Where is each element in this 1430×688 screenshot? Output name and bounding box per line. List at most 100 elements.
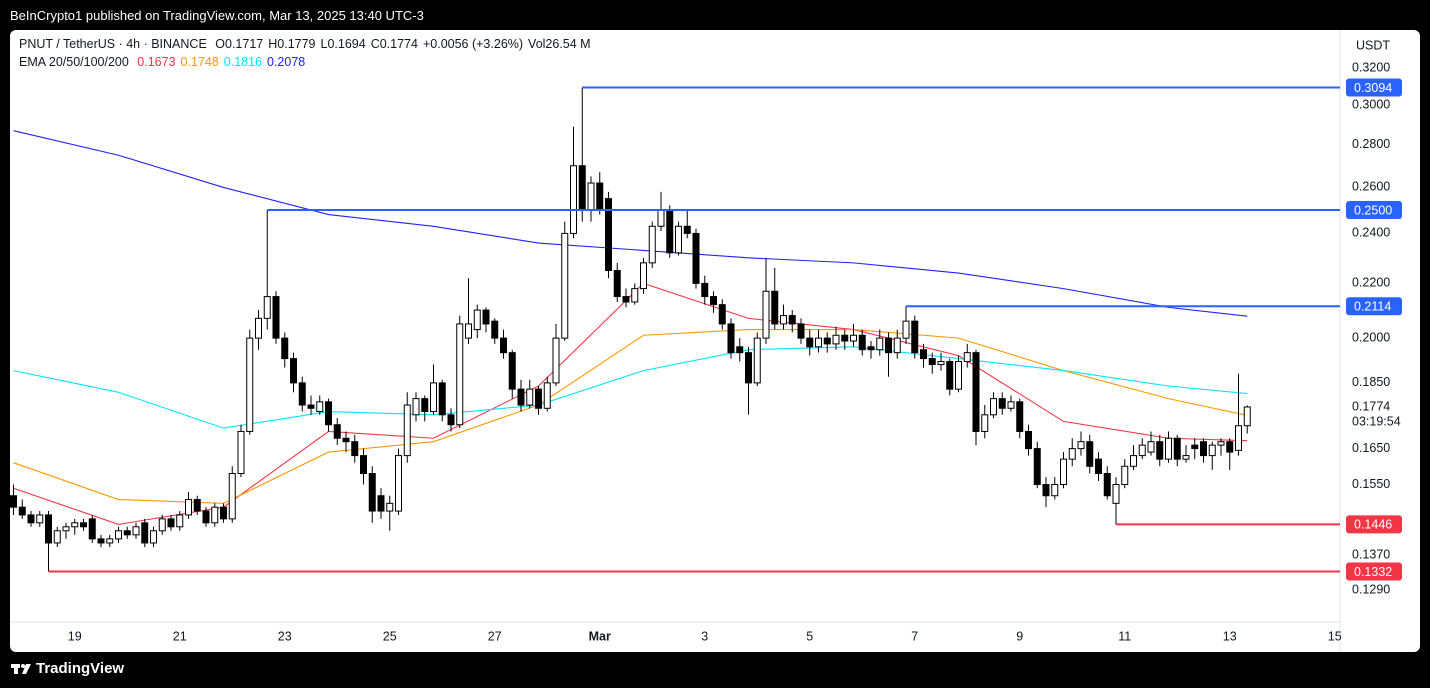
candle-body — [587, 182, 595, 211]
level-label: 0.2500 — [1354, 203, 1392, 217]
candle-body — [1042, 484, 1050, 497]
candle-body — [71, 522, 79, 528]
candle-body — [158, 518, 166, 532]
candle-body — [1086, 441, 1094, 467]
candle-body — [570, 165, 577, 234]
candle-body — [762, 290, 770, 339]
candle-body — [430, 382, 437, 413]
candle-body — [508, 352, 516, 390]
ema-legend: EMA 20/50/100/200 0.1673 0.1748 0.1816 0.20… — [19, 55, 310, 69]
candle-body — [473, 309, 481, 331]
candle-body — [990, 398, 997, 416]
candle-body — [710, 296, 717, 306]
ema-value: 0.2078 — [267, 55, 306, 69]
x-tick-label: 13 — [1223, 629, 1237, 643]
y-tick-label: 0.2600 — [1352, 180, 1390, 194]
candle-body — [167, 518, 175, 528]
candle-body — [150, 530, 157, 544]
candle-body — [858, 334, 866, 351]
x-tick-label: 5 — [806, 629, 813, 643]
candle-body — [718, 304, 726, 325]
candle-body — [1068, 448, 1076, 460]
candle-body — [753, 337, 761, 384]
candle-body — [421, 398, 429, 413]
x-tick-label: 9 — [1016, 629, 1023, 643]
candle-body — [937, 361, 945, 366]
candle-body — [298, 382, 306, 406]
candle-body — [333, 424, 341, 439]
candle-body — [981, 414, 989, 432]
candle-body — [666, 209, 674, 254]
candle-body — [963, 352, 971, 363]
candle-body — [185, 499, 192, 516]
candle-body — [447, 414, 455, 426]
candle-body — [631, 288, 639, 303]
candle-body — [998, 398, 1006, 409]
candle-body — [1208, 444, 1216, 457]
candle-body — [53, 530, 61, 544]
x-tick-label: 21 — [173, 629, 187, 643]
candle-body — [10, 495, 17, 508]
candle-body — [465, 323, 472, 339]
candle-body — [1147, 441, 1155, 453]
candle-body — [955, 361, 962, 390]
candle-body — [832, 334, 840, 345]
candle-body — [1077, 441, 1085, 450]
countdown: 03:19:54 — [1352, 414, 1401, 428]
candle-body — [438, 382, 446, 416]
level-label: 0.3094 — [1354, 81, 1392, 95]
candle-body — [395, 455, 402, 512]
candle-body — [928, 358, 936, 366]
level-tag — [1346, 78, 1402, 97]
candle-body — [552, 337, 560, 384]
ema-value: 0.1816 — [223, 55, 262, 69]
candle-body — [1095, 458, 1102, 474]
candle-body — [1217, 441, 1225, 446]
x-tick-label: 3 — [701, 629, 708, 643]
ema-line — [13, 346, 1248, 429]
candle-body — [605, 198, 612, 271]
candle-body — [115, 530, 122, 540]
candle-body — [648, 225, 656, 264]
level-label: 0.2114 — [1354, 300, 1391, 314]
candle-body — [1016, 401, 1024, 432]
level-tag — [1346, 297, 1402, 316]
x-tick-label: 27 — [488, 629, 502, 643]
candle-body — [1182, 455, 1190, 460]
candle-body — [1130, 455, 1137, 467]
candle-body — [202, 510, 210, 524]
x-tick-label: Mar — [589, 629, 611, 643]
candle-body — [106, 538, 114, 544]
candle-body — [1033, 448, 1041, 486]
candle-body — [876, 337, 884, 351]
candle-body — [640, 262, 647, 290]
footer-brand: TradingView — [36, 660, 125, 677]
candle-body — [727, 323, 735, 354]
x-tick-label: 7 — [911, 629, 918, 643]
candle-body — [683, 225, 691, 234]
candle-body — [526, 388, 534, 406]
candle-body — [351, 441, 359, 457]
candle-body — [920, 349, 927, 360]
candle-body — [1007, 401, 1015, 409]
candle-body — [535, 388, 542, 409]
x-tick-label: 11 — [1118, 629, 1131, 643]
candle-body — [255, 317, 262, 339]
candle-body — [325, 401, 332, 426]
candle-body — [815, 337, 822, 348]
candle-body — [1060, 458, 1067, 486]
candle-body — [62, 526, 70, 532]
level-label: 0.1446 — [1354, 518, 1392, 532]
candle-body — [1121, 465, 1129, 486]
y-tick-label: 0.1290 — [1352, 582, 1390, 596]
candle-body — [596, 182, 604, 211]
candle-body — [657, 209, 665, 227]
y-tick-label: 0.1850 — [1352, 375, 1390, 389]
y-tick-label: 0.1550 — [1352, 477, 1390, 491]
candle-body — [246, 337, 254, 432]
candle-body — [850, 334, 857, 342]
candle-body — [578, 165, 586, 211]
candle-body — [368, 472, 376, 512]
candle-body — [176, 514, 184, 528]
